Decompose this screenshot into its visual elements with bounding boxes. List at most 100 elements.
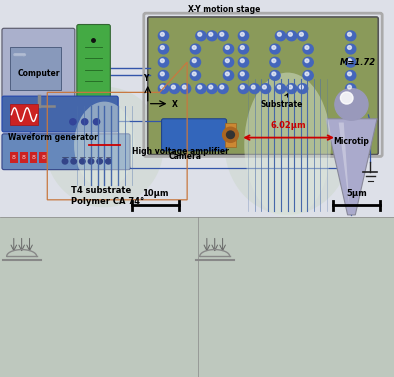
- Circle shape: [272, 59, 276, 63]
- Circle shape: [275, 31, 286, 41]
- FancyBboxPatch shape: [2, 134, 130, 170]
- Text: 10μm: 10μm: [142, 189, 169, 198]
- Circle shape: [238, 31, 249, 41]
- Circle shape: [240, 85, 244, 89]
- Circle shape: [158, 84, 169, 93]
- FancyBboxPatch shape: [2, 28, 75, 98]
- Text: Computer: Computer: [17, 69, 60, 78]
- Text: T4 substrate: T4 substrate: [71, 186, 131, 195]
- Circle shape: [277, 85, 281, 89]
- Circle shape: [277, 32, 281, 36]
- Circle shape: [192, 72, 196, 76]
- Circle shape: [182, 85, 186, 89]
- Circle shape: [158, 57, 169, 67]
- Circle shape: [303, 57, 313, 67]
- FancyBboxPatch shape: [2, 96, 118, 132]
- Bar: [10, 47, 61, 90]
- Bar: [0, 0, 394, 217]
- Circle shape: [335, 89, 368, 120]
- Circle shape: [160, 59, 164, 63]
- Circle shape: [192, 46, 196, 49]
- Circle shape: [305, 72, 309, 76]
- Text: Camera: Camera: [169, 152, 202, 161]
- Text: 8: 8: [32, 155, 35, 160]
- FancyBboxPatch shape: [77, 25, 110, 104]
- Circle shape: [190, 70, 201, 80]
- Circle shape: [180, 84, 191, 93]
- Circle shape: [303, 44, 313, 54]
- Circle shape: [220, 32, 224, 36]
- Circle shape: [348, 32, 351, 36]
- Circle shape: [272, 72, 276, 76]
- Circle shape: [207, 31, 217, 41]
- Text: M=1.72: M=1.72: [340, 58, 376, 67]
- Circle shape: [209, 85, 213, 89]
- Circle shape: [340, 92, 353, 104]
- Text: 5μm: 5μm: [346, 189, 367, 198]
- Circle shape: [240, 32, 244, 36]
- Circle shape: [190, 57, 201, 67]
- Circle shape: [297, 31, 308, 41]
- Text: 6.02μm: 6.02μm: [271, 121, 307, 130]
- Circle shape: [288, 85, 292, 89]
- Circle shape: [249, 84, 260, 93]
- Circle shape: [190, 44, 201, 54]
- Circle shape: [270, 70, 280, 80]
- Text: 8: 8: [12, 155, 16, 160]
- Text: Waveform generator: Waveform generator: [8, 133, 98, 142]
- Text: Substrate: Substrate: [260, 94, 303, 109]
- Circle shape: [348, 72, 351, 76]
- Circle shape: [192, 59, 196, 63]
- Circle shape: [262, 85, 266, 89]
- Circle shape: [260, 84, 271, 93]
- Circle shape: [88, 159, 94, 164]
- Circle shape: [160, 46, 164, 49]
- Circle shape: [348, 85, 351, 89]
- Circle shape: [169, 84, 180, 93]
- Text: Microtip: Microtip: [333, 137, 370, 146]
- Circle shape: [93, 119, 100, 125]
- Bar: [0, 217, 198, 377]
- Bar: [20, 152, 28, 163]
- Circle shape: [160, 32, 164, 36]
- Circle shape: [346, 57, 356, 67]
- Circle shape: [238, 57, 249, 67]
- Circle shape: [275, 84, 286, 93]
- Ellipse shape: [45, 87, 164, 207]
- Circle shape: [160, 72, 164, 76]
- Circle shape: [251, 85, 255, 89]
- Text: Polymer CA 74°: Polymer CA 74°: [71, 197, 144, 206]
- Circle shape: [348, 46, 351, 49]
- Circle shape: [225, 46, 229, 49]
- Circle shape: [303, 70, 313, 80]
- Circle shape: [80, 159, 85, 164]
- Circle shape: [198, 85, 202, 89]
- Circle shape: [286, 31, 297, 41]
- Text: Y: Y: [143, 74, 149, 83]
- Ellipse shape: [225, 75, 351, 215]
- Text: 8: 8: [41, 155, 45, 160]
- Circle shape: [305, 46, 309, 49]
- Circle shape: [71, 159, 76, 164]
- Circle shape: [270, 44, 280, 54]
- Circle shape: [223, 127, 238, 143]
- Circle shape: [223, 70, 234, 80]
- Text: X: X: [171, 100, 177, 109]
- Circle shape: [158, 31, 169, 41]
- Circle shape: [196, 84, 206, 93]
- Ellipse shape: [244, 72, 331, 218]
- Circle shape: [346, 31, 356, 41]
- Circle shape: [218, 84, 228, 93]
- Bar: [10, 104, 38, 125]
- FancyArrowPatch shape: [15, 54, 25, 55]
- Circle shape: [196, 31, 206, 41]
- FancyBboxPatch shape: [148, 17, 378, 155]
- Circle shape: [346, 70, 356, 80]
- Circle shape: [158, 70, 169, 80]
- Circle shape: [160, 85, 164, 89]
- Circle shape: [238, 44, 249, 54]
- Circle shape: [82, 119, 88, 125]
- Circle shape: [106, 159, 111, 164]
- Circle shape: [223, 44, 234, 54]
- Polygon shape: [326, 119, 377, 215]
